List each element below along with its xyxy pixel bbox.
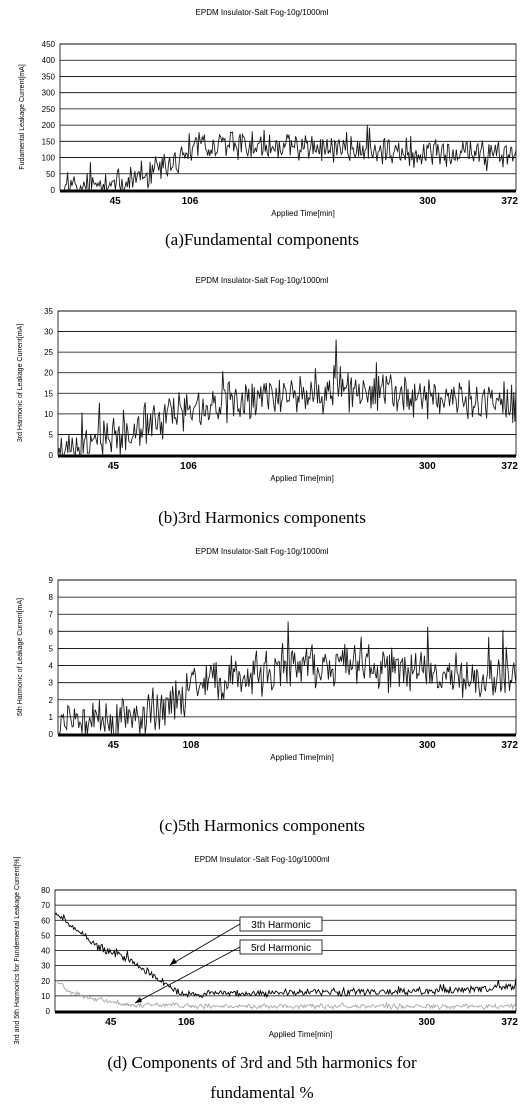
series-line: [57, 339, 517, 456]
y-tick-label: 40: [41, 947, 50, 956]
y-tick-label: 250: [42, 105, 56, 114]
y-tick-label: 3: [49, 679, 54, 688]
chart-a-plot: 450 400 350 300 250 200 150 100 50 0 45 106 300 372 Ap…: [19, 40, 518, 218]
series-line: [54, 978, 517, 1011]
y-tick-label: 1: [49, 713, 54, 722]
y-tick-label: 0: [49, 451, 54, 460]
arrow-head: [170, 958, 177, 965]
x-tick-label: 106: [182, 196, 199, 207]
chart-title: EPDM Insulator -Salt Fog-10g/1000ml: [194, 855, 330, 864]
annotation-label: 5rd Harmonic: [251, 943, 311, 954]
y-tick-label: 0: [49, 730, 54, 739]
y-tick-label: 20: [44, 369, 53, 378]
x-axis-label: Applied Time[min]: [270, 474, 334, 483]
y-tick-label: 50: [41, 931, 50, 940]
x-axis-label: Applied Time[min]: [269, 1030, 333, 1039]
y-tick-label: 25: [44, 348, 53, 357]
y-tick-label: 2: [49, 696, 54, 705]
x-tick-label: 108: [183, 740, 200, 751]
x-tick-label: 372: [501, 196, 518, 207]
chart-d-plot: 80 70 60 50 40 30 20 10 0 45 106 300 372 Applied Time…: [14, 856, 518, 1044]
y-tick-label: 4: [49, 662, 54, 671]
chart-title: EPDM Insulator-Salt Fog-10g/1000ml: [195, 547, 329, 556]
y-tick-label: 60: [41, 916, 50, 925]
y-tick-label: 450: [42, 40, 56, 49]
y-tick-label: 5: [49, 430, 54, 439]
x-tick-label: 300: [418, 1017, 435, 1028]
y-tick-label: 70: [41, 901, 50, 910]
y-tick-label: 9: [49, 576, 54, 585]
y-tick-label: 15: [44, 389, 53, 398]
y-tick-label: 30: [44, 328, 53, 337]
y-axis-label: 3rd Harmonic of Leakage Current[mA]: [17, 324, 24, 442]
x-tick-label: 45: [108, 740, 120, 751]
y-tick-label: 300: [42, 89, 56, 98]
y-tick-label: 6: [49, 627, 54, 636]
annotation-3th-harmonic: 3th Harmonic: [169, 916, 323, 966]
y-tick-label: 10: [44, 410, 53, 419]
x-axis-label: Applied Time[min]: [270, 753, 334, 762]
x-tick-label: 45: [105, 1017, 117, 1028]
y-tick-label: 5: [49, 644, 54, 653]
x-tick-label: 372: [501, 1017, 518, 1028]
y-tick-label: 0: [51, 186, 56, 195]
y-tick-label: 50: [46, 170, 55, 179]
x-tick-label: 300: [419, 196, 436, 207]
y-tick-label: 35: [44, 307, 53, 316]
y-axis-label: 3rd and 5th Harmonics for Fundemental Le…: [14, 856, 21, 1044]
x-tick-label: 45: [110, 196, 122, 207]
chart-caption: (b)3rd Harmonics components: [158, 508, 366, 527]
x-tick-label: 300: [419, 740, 436, 751]
annotation-arrow: [169, 923, 241, 966]
y-tick-label: 400: [42, 56, 56, 65]
x-tick-label: 106: [180, 461, 197, 472]
x-tick-label: 45: [108, 461, 120, 472]
y-tick-label: 8: [49, 593, 54, 602]
annotation-arrow: [134, 946, 241, 1004]
y-axis-label: 5th Harmonic of Leakage Current[mA]: [17, 598, 24, 716]
x-tick-label: 106: [178, 1017, 195, 1028]
chart-title: EPDM Insulator-Salt Fog-10g/1000ml: [195, 8, 329, 17]
y-tick-label: 350: [42, 72, 56, 81]
arrow-head: [135, 997, 142, 1003]
x-tick-label: 372: [501, 740, 518, 751]
chart-caption: (d) Components of 3rd and 5th harmonics …: [107, 1053, 417, 1072]
chart-caption: (c)5th Harmonics components: [159, 816, 365, 835]
y-tick-label: 150: [42, 137, 56, 146]
chart-caption-line2: fundamental %: [210, 1083, 314, 1102]
y-tick-label: 20: [41, 977, 50, 986]
x-tick-label: 372: [501, 461, 518, 472]
series-line: [58, 621, 517, 735]
x-axis-label: Applied Time[min]: [271, 209, 335, 218]
y-tick-label: 200: [42, 121, 56, 130]
y-tick-label: 30: [41, 962, 50, 971]
y-tick-label: 0: [46, 1007, 51, 1016]
y-axis-label: Fudamental Leakage Current[mA]: [19, 64, 26, 169]
y-tick-label: 7: [49, 610, 54, 619]
x-tick-label: 300: [419, 461, 436, 472]
annotation-5rd-harmonic: 5rd Harmonic: [134, 939, 323, 1004]
y-tick-label: 100: [42, 154, 56, 163]
chart-caption: (a)Fundamental components: [164, 230, 360, 249]
chart-title: EPDM Insulator-Salt Fog-10g/1000ml: [195, 276, 329, 285]
series-line: [60, 125, 517, 192]
y-tick-label: 10: [41, 992, 50, 1001]
chart-b-plot: 35 30 25 20 15 10 5 0 45 106 300 372 Applied Time[mi…: [17, 307, 518, 483]
chart-c-plot: 9 8 7 6 5 4 3 2 1 0 45 108 300 372 Applied Time[min] 5t…: [17, 576, 518, 762]
annotation-label: 3th Harmonic: [251, 920, 310, 931]
y-tick-label: 80: [41, 886, 50, 895]
series-line: [54, 912, 517, 999]
